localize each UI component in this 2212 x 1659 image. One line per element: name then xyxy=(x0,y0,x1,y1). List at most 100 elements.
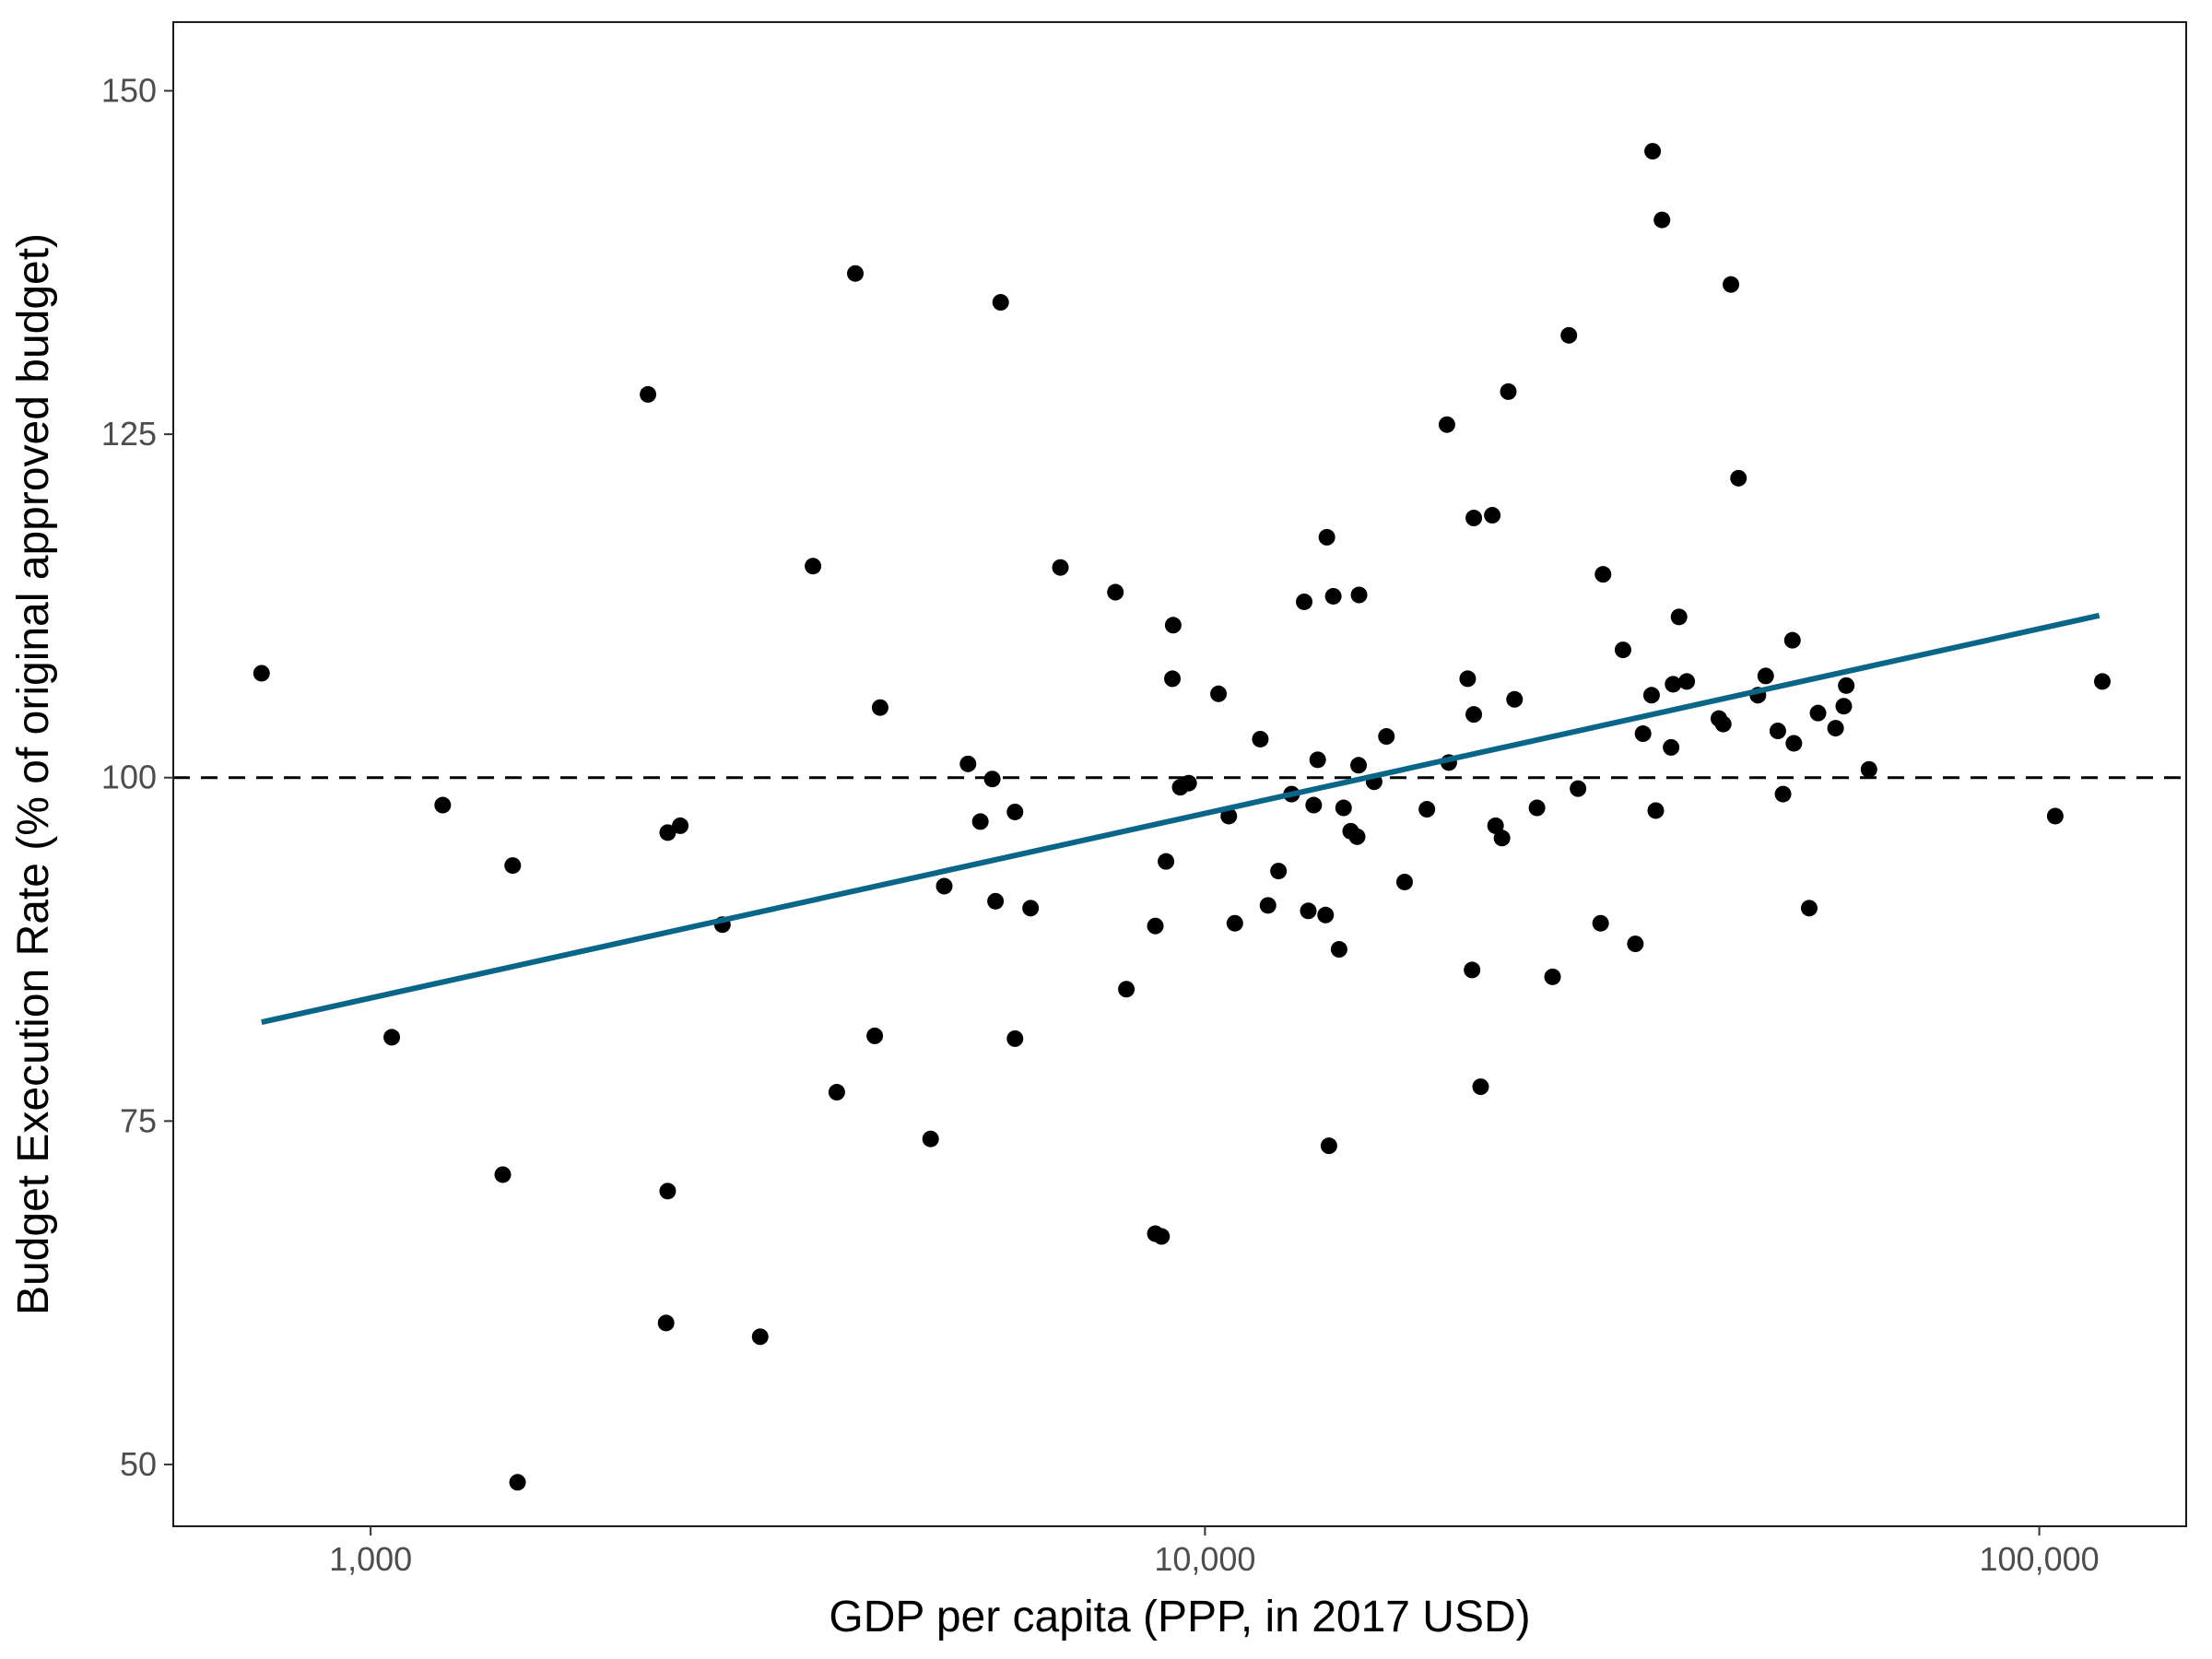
data-point xyxy=(1006,803,1024,820)
data-point xyxy=(1647,802,1665,819)
plot-panel-border xyxy=(172,21,2187,1527)
data-point xyxy=(1350,757,1368,774)
data-point xyxy=(1464,961,1481,979)
data-point xyxy=(1730,469,1747,487)
x-axis-title: GDP per capita (PPP, in 2017 USD) xyxy=(829,1593,1530,1641)
data-point xyxy=(1544,968,1561,985)
data-point xyxy=(751,1328,769,1346)
data-point xyxy=(657,1314,675,1332)
data-point xyxy=(1653,211,1671,229)
data-point xyxy=(509,1474,526,1491)
data-point xyxy=(504,857,522,875)
data-point xyxy=(1107,583,1124,601)
data-point xyxy=(1147,917,1164,935)
data-point xyxy=(1378,728,1395,746)
data-point xyxy=(1296,593,1313,610)
data-point xyxy=(659,824,677,841)
y-tick-label: 50 xyxy=(120,1445,157,1483)
x-tick-label: 100,000 xyxy=(1980,1540,2100,1578)
data-point xyxy=(1164,670,1182,688)
data-point xyxy=(1320,1137,1337,1155)
x-tick-label: 10,000 xyxy=(1154,1540,1255,1578)
plot-data-layer xyxy=(173,143,2186,1491)
data-point xyxy=(1153,1228,1171,1245)
data-point xyxy=(1438,416,1455,433)
data-point xyxy=(1252,730,1269,747)
data-point xyxy=(1500,382,1517,400)
y-tick-label: 100 xyxy=(101,759,157,796)
data-point xyxy=(1570,780,1587,797)
data-point xyxy=(1785,735,1803,752)
data-point xyxy=(659,1182,677,1200)
data-point xyxy=(1783,631,1801,649)
data-point xyxy=(1465,706,1483,724)
data-point xyxy=(640,385,657,403)
data-point xyxy=(253,665,270,682)
data-point xyxy=(1642,687,1660,704)
data-point xyxy=(1670,608,1688,626)
data-point xyxy=(1348,828,1366,845)
data-point xyxy=(1305,796,1323,814)
data-point xyxy=(1330,941,1347,959)
data-point xyxy=(1259,897,1277,914)
data-point xyxy=(1472,1078,1489,1096)
data-point xyxy=(1484,507,1501,524)
data-point xyxy=(1300,902,1317,920)
data-point xyxy=(1158,853,1175,870)
data-point xyxy=(935,877,953,895)
data-point xyxy=(494,1166,512,1183)
data-point xyxy=(1318,528,1335,546)
data-point xyxy=(1560,326,1578,344)
y-tick-label: 150 xyxy=(101,72,157,110)
data-point xyxy=(1506,690,1524,708)
y-tick-label: 75 xyxy=(120,1101,157,1139)
data-point xyxy=(1210,685,1228,702)
data-point xyxy=(828,1084,845,1101)
data-point xyxy=(987,892,1005,910)
y-axis-title: Budget Execution Rate (% of original app… xyxy=(9,233,58,1315)
data-point xyxy=(1052,559,1069,576)
data-point xyxy=(1860,760,1877,778)
data-point xyxy=(2046,807,2064,825)
data-point xyxy=(992,294,1009,312)
data-point xyxy=(959,755,977,772)
data-point xyxy=(1465,510,1483,527)
data-point xyxy=(1487,817,1504,834)
data-point xyxy=(1270,863,1288,880)
y-tick-label: 125 xyxy=(101,415,157,453)
x-tick-label: 1,000 xyxy=(329,1540,412,1578)
data-point xyxy=(971,813,989,830)
data-point xyxy=(1335,799,1352,817)
data-point xyxy=(2093,673,2111,690)
data-point xyxy=(434,796,452,814)
data-point xyxy=(1317,906,1335,924)
data-point xyxy=(1350,586,1368,604)
data-point xyxy=(1594,566,1612,583)
data-point xyxy=(1723,276,1740,293)
data-point xyxy=(1528,799,1546,817)
data-point xyxy=(922,1130,939,1147)
data-point xyxy=(1614,641,1631,659)
data-point xyxy=(1309,751,1326,769)
data-point xyxy=(1827,720,1844,737)
data-point xyxy=(1665,676,1682,693)
data-point xyxy=(1164,617,1182,634)
data-point xyxy=(983,771,1001,788)
data-point xyxy=(1459,670,1477,688)
data-point xyxy=(866,1027,884,1044)
data-point xyxy=(805,558,822,575)
data-point xyxy=(672,817,689,834)
data-point xyxy=(1774,785,1792,803)
trend-line xyxy=(261,612,2100,1025)
data-point xyxy=(1493,830,1511,847)
data-point xyxy=(1663,738,1680,756)
data-point xyxy=(1809,704,1827,722)
data-point xyxy=(1838,677,1855,694)
data-point xyxy=(1226,914,1243,932)
data-point xyxy=(1714,715,1732,733)
data-point xyxy=(1627,935,1644,953)
data-point xyxy=(1220,807,1238,825)
data-point xyxy=(1395,873,1413,890)
data-point xyxy=(1757,667,1774,685)
